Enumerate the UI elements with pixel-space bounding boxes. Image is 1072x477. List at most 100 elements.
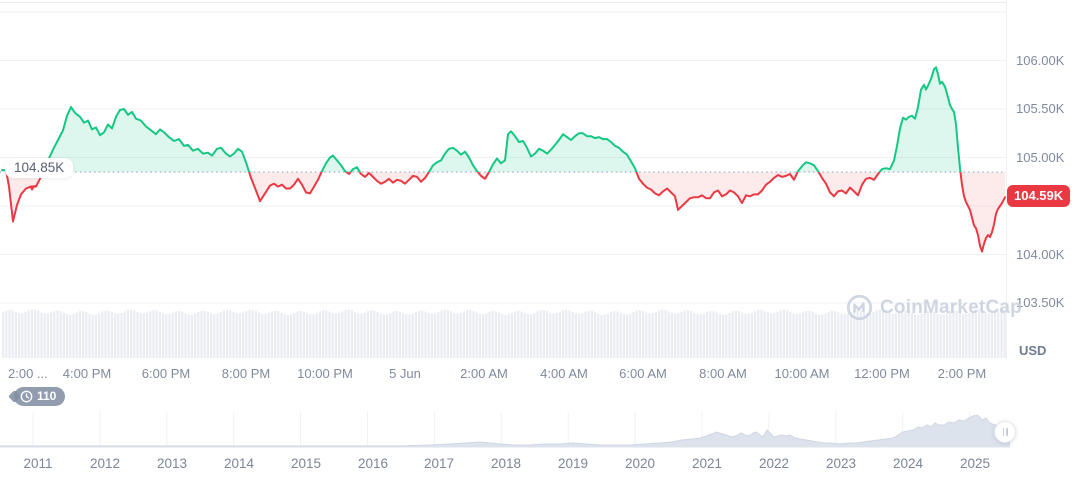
volume-bar [766, 312, 769, 358]
volume-bar [498, 312, 501, 358]
volume-bar [987, 313, 990, 358]
volume-bar [88, 313, 91, 358]
clock-icon [20, 390, 33, 403]
volume-bar [642, 311, 645, 358]
volume-bar [920, 314, 923, 358]
x-axis-label: 4:00 AM [540, 366, 588, 381]
volume-bar [587, 310, 590, 358]
volume-bar [210, 313, 213, 358]
volume-bar [437, 312, 440, 358]
volume-bar [296, 311, 299, 358]
volume-bar [152, 309, 155, 358]
volume-bar [536, 311, 539, 358]
volume-bar [638, 310, 641, 358]
range-year-label: 2023 [825, 456, 857, 471]
x-axis-label: 10:00 AM [774, 366, 830, 381]
volume-bar [360, 313, 363, 358]
x-axis-label: 6:00 PM [141, 366, 191, 381]
volume-bar [168, 314, 171, 358]
volume-bar [277, 311, 280, 358]
volume-bar [450, 311, 453, 358]
volume-bar [494, 311, 497, 358]
volume-bar [434, 313, 437, 358]
volume-bar [219, 312, 222, 358]
volume-bar [1003, 310, 1006, 358]
main-price-chart[interactable] [0, 0, 1006, 360]
volume-bar [581, 313, 584, 358]
volume-bar [827, 312, 830, 358]
volume-bar [859, 310, 862, 358]
volume-bar [606, 313, 609, 358]
volume-bar [62, 312, 65, 358]
volume-bar [955, 310, 958, 358]
drag-handle-icon [1006, 428, 1008, 436]
volume-bar [565, 309, 568, 358]
volume-bar [952, 310, 955, 358]
volume-bar [776, 311, 779, 358]
volume-bar [149, 310, 152, 358]
volume-bar [686, 310, 689, 358]
volume-bar [114, 313, 117, 358]
volume-bar [501, 314, 504, 358]
volume-bar [235, 313, 238, 358]
volume-bar [699, 314, 702, 358]
volume-bar [203, 310, 206, 358]
volume-bar [802, 312, 805, 358]
volume-bar [978, 309, 981, 358]
volume-bar [779, 310, 782, 358]
volume-bar [824, 313, 827, 358]
volume-bar [56, 310, 59, 358]
volume-bar [574, 313, 577, 358]
volume-bar [350, 310, 353, 358]
volume-bar [14, 312, 17, 358]
volume-bar [379, 313, 382, 358]
volume-bar [261, 313, 264, 358]
volume-bar [552, 313, 555, 358]
volume-bar [507, 314, 510, 358]
volume-bar [267, 312, 270, 358]
volume-bar [315, 313, 318, 358]
volume-bar [590, 310, 593, 358]
volume-bar [43, 313, 46, 358]
volume-bar [107, 310, 110, 358]
volume-bar [853, 310, 856, 358]
volume-bar [446, 309, 449, 358]
volume-bar [382, 314, 385, 358]
volume-bar [747, 313, 750, 358]
volume-bar [664, 309, 667, 358]
coinmarketcap-logo-icon [846, 294, 873, 321]
volume-bar [757, 309, 760, 358]
volume-bar [917, 314, 920, 358]
volume-bar [728, 313, 731, 358]
range-year-label: 2013 [156, 456, 188, 471]
volume-bar [338, 312, 341, 358]
volume-bar [24, 312, 27, 358]
volume-bar [690, 311, 693, 358]
volume-bar [491, 310, 494, 358]
volume-bar [136, 312, 139, 358]
volume-bar [408, 314, 411, 358]
volume-bar [930, 311, 933, 358]
range-drag-handle[interactable] [994, 421, 1016, 443]
volume-bar [142, 313, 145, 358]
volume-bar [680, 311, 683, 358]
volume-bar [789, 311, 792, 358]
volume-bar [626, 314, 629, 358]
volume-bar [616, 311, 619, 358]
volume-bar [850, 312, 853, 358]
volume-bar [213, 314, 216, 358]
watermark-text: CoinMarketCap [880, 296, 1022, 318]
volume-bar [475, 312, 478, 358]
volume-bar [427, 312, 430, 358]
volume-bar [85, 312, 88, 358]
current-price-badge: 104.59K [1007, 185, 1071, 207]
range-year-label: 2017 [423, 456, 455, 471]
volume-bar [286, 314, 289, 358]
y-axis-unit-label[interactable]: USD [1019, 343, 1047, 358]
volume-bar [818, 314, 821, 358]
volume-bar [981, 310, 984, 358]
volume-bar [456, 313, 459, 358]
range-selector-chart[interactable] [0, 412, 1012, 448]
volume-bar [706, 312, 709, 358]
